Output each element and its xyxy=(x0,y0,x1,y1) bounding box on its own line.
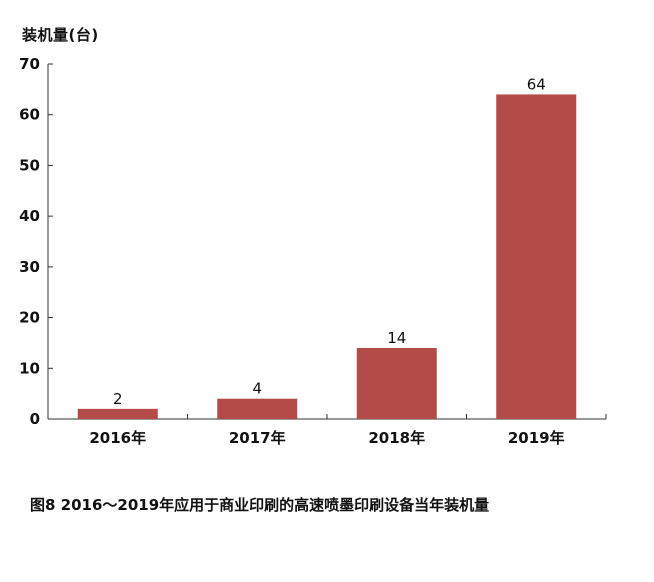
x-tick-label: 2018年 xyxy=(368,429,425,447)
bar-chart: 0 10 20 30 40 50 60 70 2 2016年 4 2017年 14 2018年 64 2019… xyxy=(19,55,607,447)
bar-2018年 xyxy=(356,348,437,419)
y-axis-label: 装机量(台) xyxy=(22,26,99,44)
data-label: 14 xyxy=(387,329,406,347)
bar-2016年 xyxy=(77,408,158,419)
data-label: 4 xyxy=(252,380,262,398)
x-tick-label: 2019年 xyxy=(508,429,565,447)
y-tick-label: 70 xyxy=(19,55,40,73)
x-tick-label: 2016年 xyxy=(89,429,146,447)
x-tick-label: 2017年 xyxy=(229,429,286,447)
data-label: 64 xyxy=(527,75,546,93)
bar-2019年 xyxy=(496,94,577,419)
y-tick-label: 60 xyxy=(19,106,40,124)
y-tick-label: 50 xyxy=(19,156,40,174)
bar-2017年 xyxy=(217,398,298,419)
figure-caption: 图8 2016～2019年应用于商业印刷的高速喷墨印刷设备当年装机量 xyxy=(30,496,490,514)
y-tick-label: 30 xyxy=(19,258,40,276)
y-tick-label: 20 xyxy=(19,309,40,327)
y-tick-label: 10 xyxy=(19,359,40,377)
y-tick-label: 40 xyxy=(19,207,40,225)
y-tick-label: 0 xyxy=(30,410,40,428)
data-label: 2 xyxy=(113,390,123,408)
